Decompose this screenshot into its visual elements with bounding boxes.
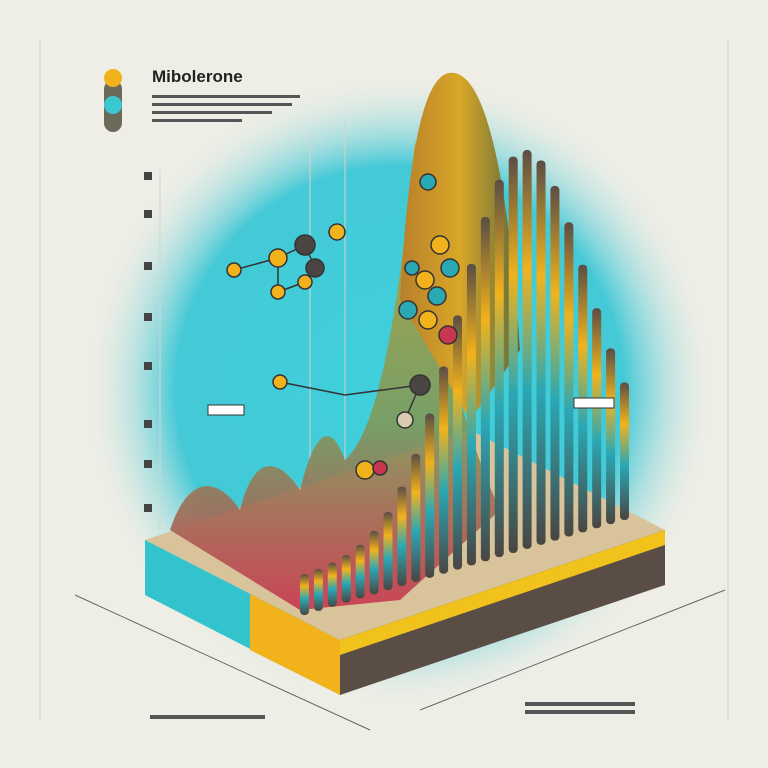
- decorative-bar: [411, 453, 421, 582]
- decorative-bar: [439, 366, 449, 574]
- molecule: [226, 173, 460, 480]
- decorative-bar: [536, 160, 546, 545]
- decorative-bar: [341, 554, 351, 603]
- decorative-bar: [327, 562, 337, 607]
- bars: [300, 150, 629, 615]
- decorative-bar: [355, 544, 365, 599]
- decorative-bar: [369, 530, 379, 595]
- decorative-bar: [550, 185, 560, 541]
- axis-ticks: [144, 172, 152, 512]
- decorative-bar: [425, 413, 435, 578]
- decorative-bar: [494, 179, 504, 558]
- decorative-bar: [313, 568, 323, 611]
- decorative-bar: [466, 263, 476, 566]
- decorative-bar: [453, 315, 463, 570]
- floor-axis: [74, 589, 726, 731]
- decorative-bar: [383, 511, 393, 591]
- decorative-bar: [300, 574, 309, 615]
- header: Mibolerone: [104, 67, 300, 132]
- decorative-bar: [564, 222, 574, 537]
- decorative-bar: [397, 486, 407, 587]
- title: Mibolerone: [152, 67, 243, 86]
- decorative-bar: [592, 308, 602, 529]
- decorative-bar: [606, 348, 616, 525]
- decorative-bar: [620, 382, 629, 520]
- decorative-bar: [480, 216, 490, 562]
- decorative-bar: [508, 156, 518, 554]
- decorative-bar: [522, 150, 532, 549]
- labels: [150, 397, 635, 719]
